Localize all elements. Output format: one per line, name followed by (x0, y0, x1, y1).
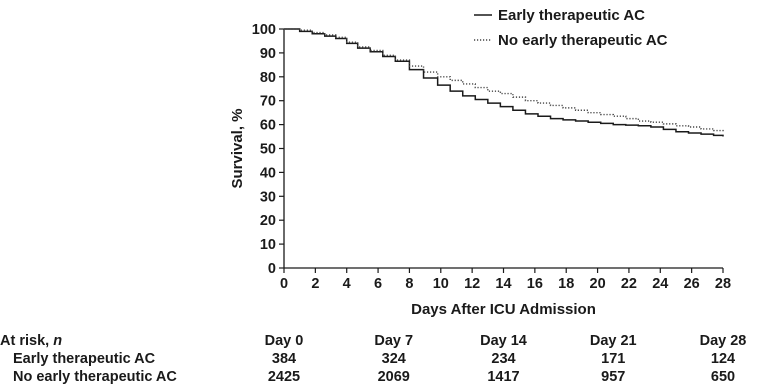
at-risk-header: At risk, n (0, 332, 62, 350)
at-risk-row-label: Early therapeutic AC (13, 351, 156, 367)
at-risk-count: 1417 (487, 369, 520, 385)
timepoint-label: Day 21 (589, 333, 637, 349)
x-tick-label: 2 (311, 276, 319, 292)
y-tick-label: 80 (260, 70, 276, 86)
at-risk-count: 324 (381, 351, 406, 367)
at-risk-count: 171 (601, 351, 626, 367)
x-tick-label: 28 (715, 276, 731, 292)
x-tick-label: 18 (558, 276, 574, 292)
at-risk-count: 234 (491, 351, 516, 367)
y-tick-label: 20 (260, 213, 276, 229)
y-tick-label: 10 (260, 237, 276, 253)
at-risk-count: 384 (271, 351, 297, 367)
at-risk-count: 957 (601, 369, 626, 385)
legend-label: No early therapeutic AC (498, 32, 668, 49)
x-axis-label: Days After ICU Admission (411, 301, 596, 318)
timepoint-label: Day 7 (374, 333, 414, 349)
x-tick-label: 6 (374, 276, 382, 292)
y-tick-label: 0 (268, 261, 276, 277)
chart-legend: Early therapeutic AC No early therapeutic… (474, 7, 668, 49)
x-tick-label: 10 (433, 276, 449, 292)
x-tick-label: 0 (280, 276, 288, 292)
x-tick-label: 26 (684, 276, 700, 292)
at-risk-header-unit: n (53, 333, 63, 349)
at-risk-count: 124 (710, 351, 736, 367)
y-tick-label: 30 (260, 189, 276, 205)
x-tick-label: 20 (590, 276, 606, 292)
x-tick-label: 16 (527, 276, 543, 292)
series-no-early-therapeutic-ac (284, 28, 724, 132)
x-tick-label: 8 (405, 276, 413, 292)
at-risk-row-no-early: No early therapeutic AC 2425 2069 1417 9… (0, 368, 758, 386)
y-tick-label: 50 (260, 142, 276, 158)
at-risk-header-row: At risk, n Day 0 Day 7 Day 14 Day 21 Day… (0, 332, 758, 350)
legend-label: Early therapeutic AC (498, 7, 645, 24)
series-early-therapeutic-ac (284, 28, 724, 137)
timepoint-label: Day 0 (264, 333, 304, 349)
timepoint-label: Day 14 (480, 333, 527, 349)
x-tick-label: 4 (343, 276, 351, 292)
y-axis-label: Survival, % (229, 108, 246, 188)
x-tick-label: 24 (652, 276, 668, 292)
chart-series (284, 28, 724, 137)
at-risk-header-label: At risk, (0, 333, 54, 349)
at-risk-count: 2425 (267, 369, 301, 385)
y-tick-label: 70 (260, 94, 276, 110)
y-tick-label: 100 (252, 22, 276, 38)
at-risk-count: 2069 (377, 369, 410, 385)
at-risk-row-early: Early therapeutic AC 384 324 234 171 124 (0, 350, 758, 368)
y-tick-label: 40 (260, 165, 276, 181)
x-tick-label: 22 (621, 276, 637, 292)
y-tick-label: 90 (260, 46, 276, 62)
at-risk-row-label: No early therapeutic AC (13, 369, 177, 385)
x-tick-label: 14 (495, 276, 511, 292)
timepoint-label: Day 28 (699, 333, 747, 349)
at-risk-count: 650 (710, 369, 736, 385)
x-tick-label: 12 (464, 276, 480, 292)
y-tick-label: 60 (260, 118, 276, 134)
